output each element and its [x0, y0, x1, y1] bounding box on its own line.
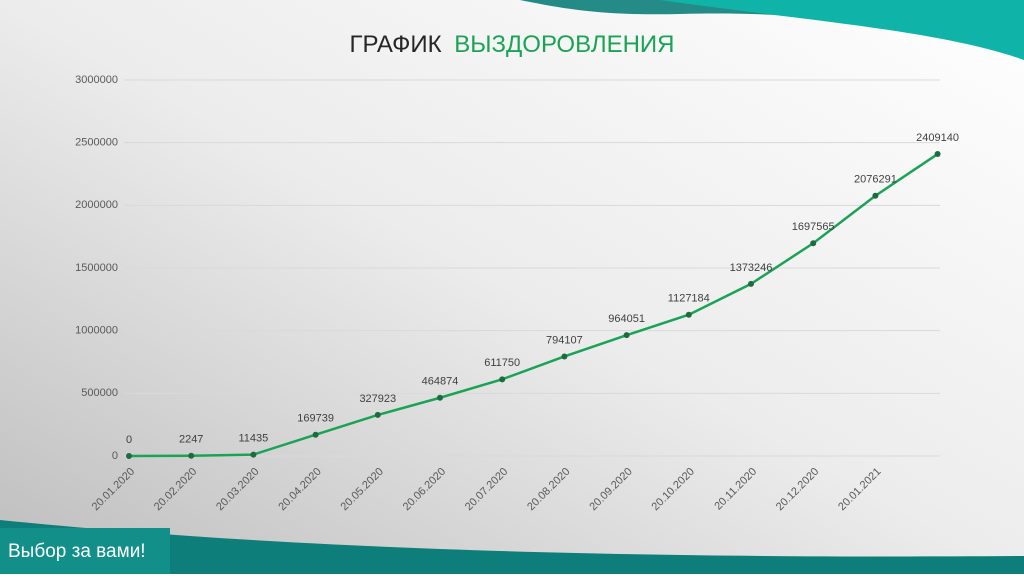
data-label: 327923 — [359, 393, 396, 405]
data-label: 169739 — [297, 413, 334, 425]
point — [934, 151, 941, 158]
point — [685, 311, 692, 318]
data-label: 464874 — [422, 376, 459, 388]
point — [561, 353, 568, 360]
data-label: 0 — [126, 434, 132, 446]
data-label: 2409140 — [916, 132, 959, 144]
data-label: 794107 — [546, 334, 583, 346]
point — [499, 376, 506, 383]
y-tick-label: 2000000 — [75, 199, 118, 211]
point — [312, 431, 319, 438]
data-label: 611750 — [484, 357, 520, 369]
y-tick-label: 3000000 — [75, 74, 118, 86]
data-label: 964051 — [608, 313, 645, 325]
line — [128, 153, 939, 458]
y-tick-label: 1500000 — [75, 262, 118, 274]
top-accent — [660, 0, 1024, 60]
point — [748, 280, 754, 287]
bottom-decoration — [0, 520, 1024, 574]
data-label: 11435 — [239, 432, 269, 444]
point — [250, 451, 257, 458]
title: ГРАФИК ВЫЗДОРОВЛЕНИЯ — [350, 31, 675, 58]
y-tick-label: 0 — [112, 450, 118, 462]
y-tick-label: 500000 — [81, 387, 118, 399]
y-tick-label: 1000000 — [75, 325, 118, 337]
title-main: ГРАФИК — [350, 31, 442, 58]
title-highlight: ВЫЗДОРОВЛЕНИЯ — [454, 31, 674, 58]
point — [126, 453, 132, 459]
data-label: 1373246 — [730, 262, 773, 274]
data-label: 2247 — [179, 434, 203, 446]
point — [623, 332, 630, 339]
point — [437, 394, 443, 401]
footer-text: Выбор за вами! — [8, 541, 146, 562]
data-label: 1127184 — [668, 293, 710, 305]
point — [810, 240, 817, 247]
y-tick-label: 2500000 — [75, 137, 118, 149]
point — [872, 192, 879, 199]
data-label: 2076291 — [854, 174, 897, 186]
point — [374, 411, 381, 418]
data-label: 1697565 — [792, 221, 835, 233]
point — [188, 452, 195, 459]
footer-box — [0, 528, 170, 574]
